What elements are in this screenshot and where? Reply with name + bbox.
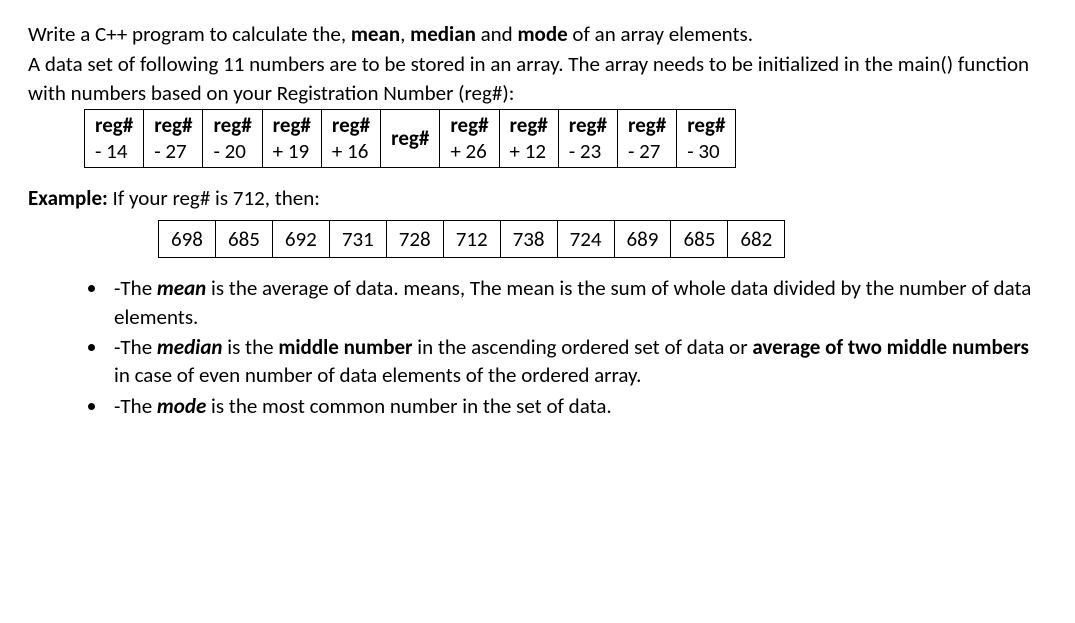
intro-line-1: Write a C++ program to calculate the, me…: [28, 20, 1047, 48]
reg-label: reg#: [95, 112, 133, 138]
text: in case of even number of data elements …: [114, 362, 641, 388]
phrase-avg-two-middle: average of two middle numbers: [752, 334, 1029, 360]
example-cell: 731: [329, 220, 386, 257]
offset-value: + 19: [273, 138, 310, 164]
offset-value: + 26: [450, 138, 487, 164]
example-text: If your reg# is 712, then:: [108, 185, 320, 211]
word-mean: mean: [157, 275, 206, 301]
text: -The: [114, 334, 157, 360]
offset-cell: reg# + 12: [499, 110, 558, 168]
list-item: -The mode is the most common number in t…: [108, 392, 1047, 420]
reg-label: reg#: [391, 125, 429, 151]
offset-value: - 27: [628, 138, 660, 164]
offset-cell: reg# - 23: [558, 110, 617, 168]
offset-cell: reg# - 30: [677, 110, 736, 168]
example-cell: 682: [728, 220, 785, 257]
definition-list: -The mean is the average of data. means,…: [28, 274, 1047, 420]
example-cell: 712: [443, 220, 500, 257]
intro-line-2: A data set of following 11 numbers are t…: [28, 50, 1047, 107]
example-cell: 685: [671, 220, 728, 257]
intro-text: Write a C++ program to calculate the,: [28, 21, 351, 47]
offset-table: reg# - 14 reg# - 27 reg# - 20 reg# + 19 …: [84, 109, 736, 168]
list-item: -The median is the middle number in the …: [108, 333, 1047, 390]
example-cell: 724: [557, 220, 614, 257]
text: in the ascending ordered set of data or: [413, 334, 753, 360]
offset-cell: reg# - 27: [144, 110, 203, 168]
reg-label: reg#: [687, 112, 725, 138]
example-line: Example: If your reg# is 712, then:: [28, 184, 1047, 212]
reg-label: reg#: [628, 112, 666, 138]
example-cell: 698: [159, 220, 216, 257]
phrase-middle-number: middle number: [278, 334, 412, 360]
reg-label: reg#: [332, 112, 370, 138]
word-mode: mode: [517, 21, 567, 47]
offset-value: + 16: [332, 138, 369, 164]
offset-cell: reg# - 27: [617, 110, 676, 168]
offset-cell: reg#: [381, 110, 440, 168]
offset-cell: reg# + 26: [440, 110, 499, 168]
table-row: reg# - 14 reg# - 27 reg# - 20 reg# + 19 …: [85, 110, 736, 168]
text: is the: [223, 334, 279, 360]
offset-value: - 20: [213, 138, 245, 164]
reg-label: reg#: [569, 112, 607, 138]
list-item: -The mean is the average of data. means,…: [108, 274, 1047, 331]
example-table: 698 685 692 731 728 712 738 724 689 685 …: [158, 220, 785, 258]
reg-label: reg#: [450, 112, 488, 138]
reg-label: reg#: [273, 112, 311, 138]
example-cell: 692: [272, 220, 329, 257]
word-median: median: [410, 21, 476, 47]
word-mode: mode: [157, 393, 206, 419]
offset-cell: reg# + 19: [262, 110, 321, 168]
text: is the most common number in the set of …: [206, 393, 611, 419]
word-median: median: [157, 334, 223, 360]
offset-cell: reg# + 16: [321, 110, 380, 168]
reg-label: reg#: [213, 112, 251, 138]
example-cell: 689: [614, 220, 671, 257]
reg-label: reg#: [154, 112, 192, 138]
offset-value: - 27: [154, 138, 186, 164]
word-mean: mean: [351, 21, 400, 47]
example-cell: 738: [500, 220, 557, 257]
intro-text: of an array elements.: [568, 21, 753, 47]
offset-value: - 30: [687, 138, 719, 164]
example-label: Example:: [28, 185, 108, 211]
text: -The: [114, 393, 157, 419]
offset-cell: reg# - 20: [203, 110, 262, 168]
example-cell: 728: [386, 220, 443, 257]
text: -The: [114, 275, 157, 301]
offset-value: + 12: [510, 138, 547, 164]
offset-value: - 23: [569, 138, 601, 164]
reg-label: reg#: [510, 112, 548, 138]
intro-text: ,: [400, 21, 410, 47]
table-row: 698 685 692 731 728 712 738 724 689 685 …: [159, 220, 785, 257]
offset-value: - 14: [95, 138, 127, 164]
intro-text: and: [476, 21, 518, 47]
text: is the average of data. means, The mean …: [114, 275, 1031, 329]
offset-cell: reg# - 14: [85, 110, 144, 168]
example-cell: 685: [215, 220, 272, 257]
